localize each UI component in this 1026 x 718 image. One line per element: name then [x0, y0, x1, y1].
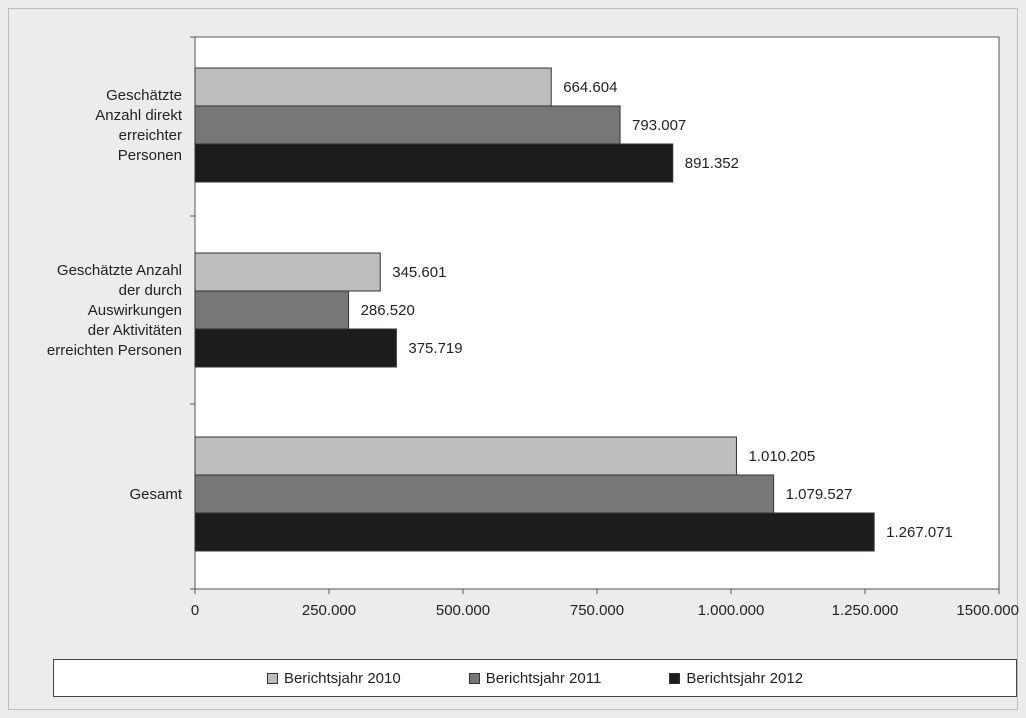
- data-label-0-2: 1.010.205: [748, 448, 815, 465]
- data-label-0-1: 345.601: [392, 264, 446, 281]
- data-label-2-0: 891.352: [685, 155, 739, 172]
- bar-2-1: [194, 328, 397, 368]
- legend-label-2011: Berichtsjahr 2011: [485, 669, 602, 687]
- chart-legend: Berichtsjahr 2010 Berichtsjahr 2011 Beri…: [53, 659, 1017, 697]
- data-label-1-1: 286.520: [361, 302, 415, 319]
- x-tick-label-1: 250.000: [302, 602, 356, 619]
- category-label-0-line-1: Anzahl direkt: [95, 107, 183, 124]
- category-label-0-line-0: Geschätzte: [106, 87, 182, 104]
- legend-swatch-2012: [669, 672, 681, 684]
- bar-0-0: [194, 67, 552, 107]
- legend-item-2011: Berichtsjahr 2011: [468, 669, 602, 687]
- legend-swatch-2010: [266, 672, 278, 684]
- category-label-1-line-2: Auswirkungen: [88, 302, 182, 319]
- bar-1-1: [194, 290, 350, 330]
- bar-1-2: [194, 474, 775, 514]
- data-label-2-2: 1.267.071: [886, 524, 953, 541]
- x-tick-label-0: 0: [191, 602, 199, 619]
- data-label-1-2: 1.079.527: [786, 486, 853, 503]
- x-tick-label-2: 500.000: [436, 602, 490, 619]
- x-tick-label-5: 1.250.000: [832, 602, 899, 619]
- data-label-1-0: 793.007: [632, 117, 686, 134]
- data-label-0-0: 664.604: [563, 79, 617, 96]
- category-label-1-line-0: Geschätzte Anzahl: [57, 262, 182, 279]
- category-label-2-line-0: Gesamt: [129, 486, 182, 503]
- legend-label-2012: Berichtsjahr 2012: [686, 669, 804, 687]
- legend-item-2012: Berichtsjahr 2012: [669, 670, 803, 687]
- category-label-0-line-2: erreichter: [119, 127, 182, 144]
- legend-item-2010: Berichtsjahr 2010: [266, 669, 401, 687]
- chart-frame: 664.604 345.601 1.010.205 793.007 286.520 1.0…: [8, 8, 1019, 710]
- legend-swatch-2011: [468, 672, 480, 684]
- bar-1-0: [194, 105, 621, 145]
- bar-chart: 664.604 345.601 1.010.205 793.007 286.520 1.0…: [47, 36, 1019, 619]
- bar-2-0: [194, 143, 674, 183]
- x-tick-label-6: 1500.000: [956, 602, 1019, 619]
- category-label-1-line-4: erreichten Personen: [47, 342, 182, 359]
- legend-label-2010: Berichtsjahr 2010: [283, 669, 401, 687]
- bar-0-1: [194, 252, 381, 292]
- bar-0-2: [194, 436, 737, 476]
- category-label-0-line-3: Personen: [118, 147, 182, 164]
- x-tick-label-3: 750.000: [570, 602, 624, 619]
- x-tick-label-4: 1.000.000: [698, 602, 765, 619]
- category-label-1-line-3: der Aktivitäten: [88, 322, 182, 339]
- data-label-2-1: 375.719: [408, 340, 462, 357]
- bar-2-2: [194, 512, 875, 552]
- category-label-1-line-1: der durch: [119, 282, 182, 299]
